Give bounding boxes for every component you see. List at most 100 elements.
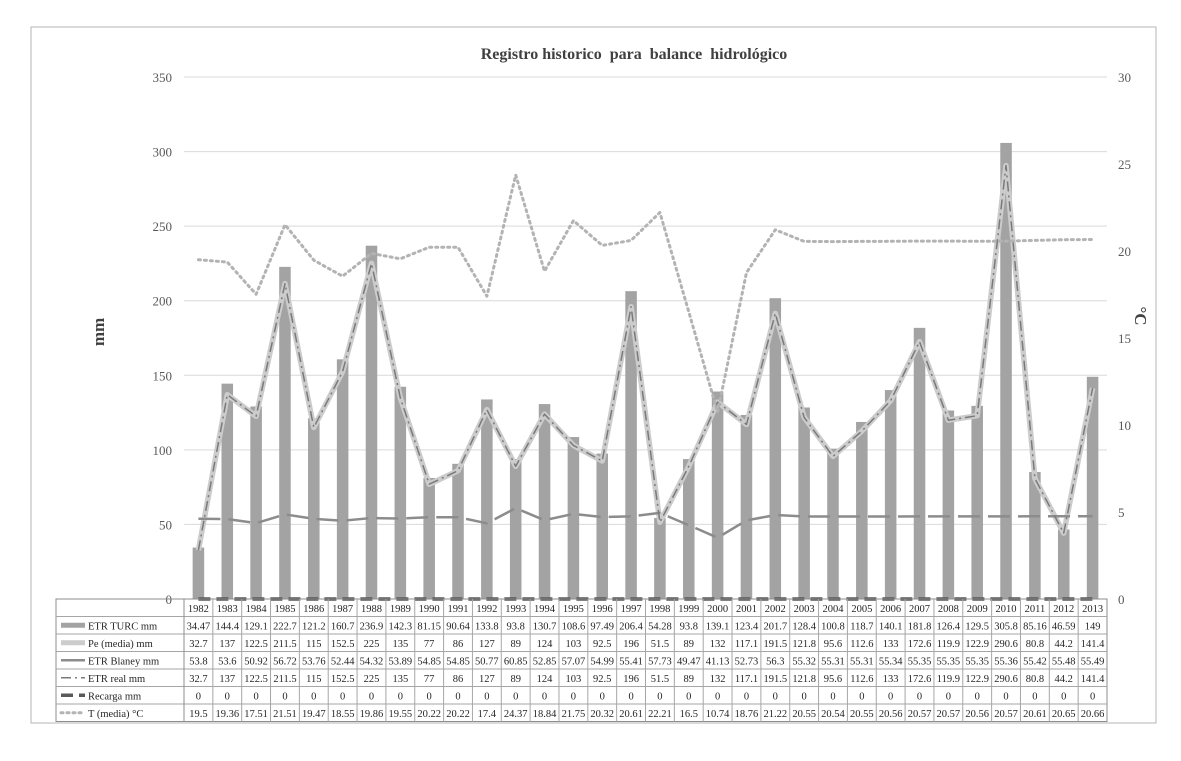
data-label: 20.56 (965, 709, 989, 720)
data-label: 142.3 (389, 621, 413, 632)
data-label: 20.57 (937, 709, 961, 720)
data-label: 117.1 (735, 639, 758, 650)
data-label: 89 (510, 639, 521, 650)
data-label: 126.4 (937, 621, 961, 632)
data-label: 152.5 (331, 639, 355, 650)
y-tick-label: 50 (159, 517, 172, 532)
y2-tick-label: 25 (1118, 157, 1131, 172)
data-label: 0 (802, 691, 807, 702)
data-label: 123.4 (735, 621, 759, 632)
data-label: 55.36 (994, 656, 1018, 667)
data-label: 132 (710, 639, 726, 650)
data-label: 133.8 (475, 621, 499, 632)
data-label: 119.9 (937, 674, 960, 685)
bar-etr-turc-mm (596, 453, 609, 599)
bar-etr-turc-mm (452, 463, 464, 599)
x-tick-label: 1986 (303, 604, 324, 615)
data-label: 54.32 (360, 656, 384, 667)
data-label: 55.35 (908, 656, 932, 667)
data-label: 0 (686, 691, 691, 702)
bar-etr-turc-mm (394, 386, 407, 599)
data-label: 133 (883, 674, 899, 685)
data-label: 89 (684, 639, 695, 650)
bar-etr-turc-mm (250, 406, 262, 599)
data-label: 51.5 (651, 639, 669, 650)
data-label: 141.4 (1081, 674, 1105, 685)
data-label: 0 (773, 691, 778, 702)
legend-label: Pe (media) mm (88, 639, 153, 650)
y-tick-label: 200 (153, 294, 173, 309)
legend-label: T (media) °C (88, 709, 143, 720)
bar-etr-turc-mm (1029, 471, 1041, 599)
data-label: 20.65 (1052, 709, 1076, 720)
data-label: 57.07 (562, 656, 586, 667)
data-label: 54.99 (590, 656, 614, 667)
data-label: 132 (710, 674, 726, 685)
x-tick-label: 1985 (274, 604, 295, 615)
data-label: 16.5 (680, 709, 698, 720)
data-label: 135 (392, 639, 408, 650)
data-label: 0 (1003, 691, 1008, 702)
x-tick-label: 1991 (448, 604, 469, 615)
data-label: 92.5 (593, 674, 611, 685)
bar-etr-turc-mm (942, 410, 955, 599)
data-label: 124 (537, 639, 554, 650)
data-label: 20.57 (994, 709, 1018, 720)
bar-etr-turc-mm (827, 448, 839, 599)
data-label: 139.1 (706, 621, 730, 632)
bar-etr-turc-mm (711, 391, 724, 599)
data-table: 1982 1983 1984 1985 1986 1987 1988 1989 1990 1991… (55, 598, 1108, 722)
x-tick-label: 1983 (217, 604, 238, 615)
line-etr-real-mm (197, 164, 1094, 551)
x-tick-label: 2006 (880, 604, 901, 615)
bar-etr-turc-mm (221, 383, 234, 599)
data-label: 122.5 (244, 639, 268, 650)
data-label: 129.1 (244, 621, 268, 632)
data-label: 0 (282, 691, 287, 702)
data-label: 225 (364, 674, 380, 685)
x-tick-label: 2002 (765, 604, 786, 615)
bar-etr-turc-mm (365, 245, 378, 599)
data-label: 53.8 (189, 656, 207, 667)
data-label: 0 (859, 691, 864, 702)
data-label: 55.42 (1023, 656, 1047, 667)
data-label: 81.15 (417, 621, 441, 632)
data-label: 0 (253, 691, 258, 702)
data-label: 53.76 (302, 656, 326, 667)
data-label: 55.48 (1052, 656, 1076, 667)
data-label: 34.47 (187, 621, 211, 632)
bar-etr-turc-mm (538, 404, 551, 599)
bar-etr-turc-mm (682, 459, 695, 599)
y2-axis-label: °C (1131, 306, 1150, 325)
x-tick-label: 1996 (592, 604, 613, 615)
bar-etr-turc-mm (740, 414, 753, 599)
data-label: 21.51 (273, 709, 297, 720)
data-label: 20.54 (821, 709, 845, 720)
data-label: 144.4 (215, 621, 239, 632)
data-label: 20.22 (417, 709, 441, 720)
data-label: 127 (479, 639, 495, 650)
bar-etr-turc-mm (1057, 529, 1070, 599)
data-label: 89 (510, 674, 521, 685)
y2-tick-label: 0 (1118, 592, 1125, 607)
data-label: 112.6 (850, 639, 873, 650)
data-label: 54.28 (648, 621, 672, 632)
x-tick-label: 2010 (996, 604, 1017, 615)
data-label: 122.9 (965, 639, 989, 650)
data-label: 50.92 (244, 656, 268, 667)
y-tick-label: 350 (153, 70, 173, 85)
data-label: 19.36 (215, 709, 239, 720)
data-label: 196 (623, 674, 639, 685)
data-label: 191.5 (763, 639, 787, 650)
data-label: 121.8 (792, 674, 816, 685)
data-label: 0 (196, 691, 201, 702)
data-label: 86 (453, 639, 464, 650)
line-t-media-c (196, 173, 1095, 414)
data-label: 0 (917, 691, 922, 702)
data-label: 0 (628, 691, 633, 702)
data-label: 191.5 (763, 674, 787, 685)
data-label: 141.4 (1081, 639, 1105, 650)
x-tick-label: 1994 (534, 604, 556, 615)
data-label: 0 (542, 691, 547, 702)
